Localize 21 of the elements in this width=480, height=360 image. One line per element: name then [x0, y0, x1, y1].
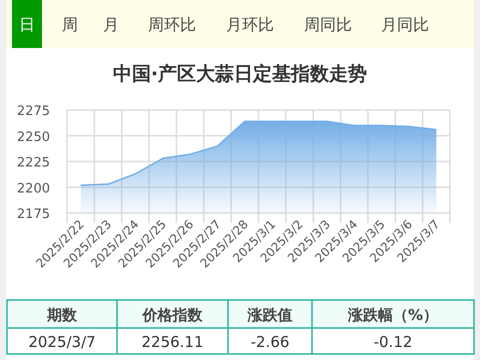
text: 2256.11: [141, 333, 204, 351]
text: 涨跌值: [246, 306, 292, 324]
text: 日: [19, 15, 35, 34]
y-tick-label: 2275: [16, 104, 50, 119]
text: -0.12: [374, 333, 412, 351]
y-tick-label: 2225: [16, 156, 50, 170]
text: 周同比: [304, 15, 352, 34]
text: 月环比: [226, 15, 274, 34]
text: 周: [62, 15, 78, 34]
text: 涨跌幅（%）: [346, 306, 438, 324]
text: 月同比: [381, 15, 429, 34]
text: -2.66: [250, 333, 290, 351]
text: 价格指数: [142, 306, 204, 324]
text: 2025/3/7: [28, 333, 96, 351]
text: 月: [103, 15, 119, 34]
text: 周环比: [148, 15, 196, 34]
chart-title: 中国·产区大蒜日定基指数走势: [112, 63, 368, 85]
y-tick-label: 2200: [16, 181, 50, 196]
y-tick-label: 2250: [16, 130, 50, 145]
y-tick-label: 2175: [16, 207, 50, 222]
text: 期数: [46, 306, 78, 324]
